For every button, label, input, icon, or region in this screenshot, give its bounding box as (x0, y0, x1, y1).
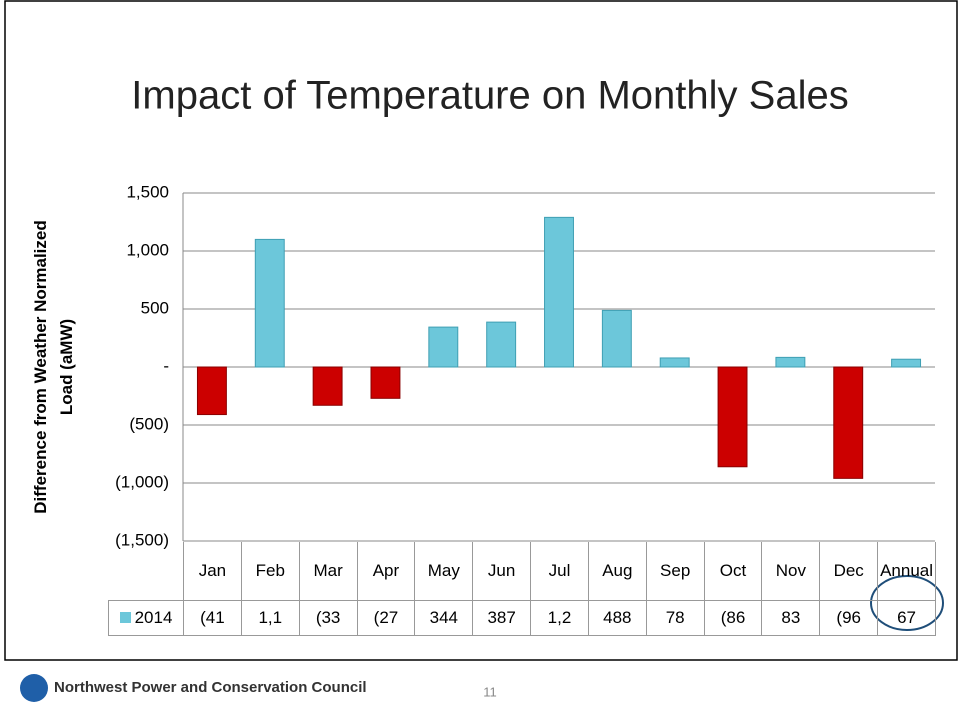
x-tick-label: Apr (356, 542, 416, 601)
y-tick-label: (1,500) (115, 530, 169, 549)
bar (833, 366, 864, 479)
value-label: 78 (645, 600, 705, 636)
blank-cell (109, 542, 184, 601)
x-tick-label: Mar (298, 542, 358, 601)
x-tick-label: Feb (240, 542, 300, 601)
x-tick-label: Sep (645, 542, 705, 601)
value-label: 67 (877, 600, 936, 636)
bar (486, 321, 517, 368)
y-tick-label: 500 (141, 298, 169, 317)
bar (254, 238, 285, 368)
chart-title: Impact of Temperature on Monthly Sales (131, 74, 848, 118)
value-label: 387 (472, 600, 532, 636)
x-tick-label: Oct (703, 542, 763, 601)
bar (659, 357, 690, 368)
bar (775, 356, 806, 368)
value-label: (86 (703, 600, 763, 636)
x-tick-label: Jun (472, 542, 532, 601)
x-tick-label: Aug (587, 542, 647, 601)
x-tick-label: Jan (183, 542, 242, 601)
x-tick-label: Annual (877, 542, 936, 601)
bar (370, 366, 401, 399)
y-tick-label: 1,500 (126, 182, 169, 201)
y-axis-label-text: Difference from Weather Normalized Load (… (31, 220, 76, 513)
slide-frame (4, 0, 958, 661)
y-tick-label: - (163, 356, 169, 375)
x-tick-label: Dec (819, 542, 879, 601)
bar (717, 366, 748, 468)
x-tick-label: May (414, 542, 474, 601)
legend-cell: 2014 (108, 600, 184, 636)
x-tick-label: Nov (761, 542, 821, 601)
bar (196, 366, 227, 416)
value-label: 83 (761, 600, 821, 636)
value-label: 1,1 (240, 600, 300, 636)
x-tick-label: Jul (530, 542, 589, 601)
value-label: (27 (356, 600, 416, 636)
bar (601, 309, 632, 368)
page-number: 11 (483, 684, 497, 699)
y-axis-label: Difference from Weather Normalized Load (… (31, 220, 76, 513)
bar (891, 358, 922, 368)
value-label: (33 (298, 600, 358, 636)
legend-swatch (119, 612, 131, 623)
value-label: (96 (819, 600, 879, 636)
bar (544, 216, 574, 368)
organization: Northwest Power and Conservation Council (54, 679, 367, 696)
value-label: 344 (414, 600, 474, 636)
y-tick-label: 1,000 (126, 240, 169, 259)
value-label: 488 (587, 600, 647, 636)
y-tick-label: (1,000) (115, 472, 169, 491)
logo-icon (20, 674, 48, 702)
y-tick-label: (500) (129, 414, 169, 433)
data-table: Jan Feb Mar Apr May Jun Jul Aug Sep Oct Nov Dec Annu… (108, 542, 936, 636)
value-label: (41 (183, 600, 242, 636)
legend-label: 2014 (134, 608, 173, 627)
bar (312, 366, 343, 406)
value-label: 1,2 (530, 600, 589, 636)
bar (428, 326, 459, 368)
